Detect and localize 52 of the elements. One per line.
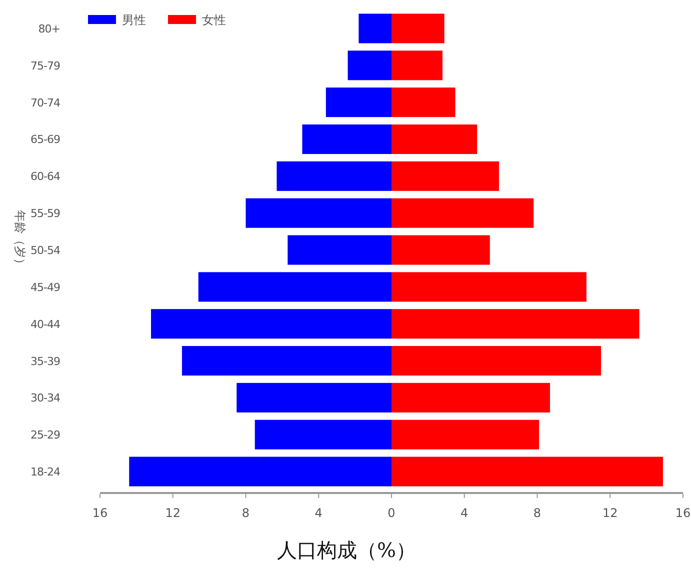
y-tick-label: 55-59 — [30, 207, 60, 220]
bar — [302, 124, 392, 154]
bar — [392, 382, 550, 412]
y-tick-label: 70-74 — [30, 96, 60, 110]
x-tick-label: 16 — [675, 506, 691, 520]
bar — [392, 456, 663, 486]
y-tick-label: 18-24 — [30, 466, 60, 479]
x-tick-label: 8 — [533, 506, 542, 520]
x-tick-label: 12 — [602, 506, 618, 520]
x-tick-label: 16 — [92, 506, 108, 520]
legend-label: 男性 — [122, 13, 146, 27]
x-tick-label: 4 — [314, 506, 322, 520]
bar — [254, 420, 392, 450]
bar — [392, 346, 602, 376]
bar — [392, 88, 456, 118]
x-tick-label: 12 — [165, 506, 181, 520]
legend-label: 女性 — [202, 13, 226, 27]
bar — [236, 382, 392, 412]
y-tick-label: 80+ — [38, 22, 60, 36]
y-tick-label: 75-79 — [30, 59, 60, 72]
y-tick-label: 40-44 — [30, 318, 60, 331]
y-axis-title: 年龄（岁） — [13, 210, 27, 270]
bar — [151, 309, 392, 339]
bar — [288, 235, 392, 265]
bar — [392, 50, 443, 80]
bar — [392, 309, 640, 339]
y-tick-label: 65-69 — [30, 133, 60, 146]
bar — [392, 14, 444, 44]
x-axis-title: 人口构成（%） — [276, 538, 416, 562]
y-tick-label: 60-64 — [30, 170, 60, 184]
bar — [392, 198, 534, 228]
bar — [246, 198, 392, 228]
bar — [348, 50, 392, 80]
bar — [392, 124, 478, 154]
bar — [392, 272, 586, 302]
bar — [276, 161, 392, 191]
y-tick-label: 25-29 — [30, 428, 60, 442]
x-tick-label: 0 — [388, 506, 396, 520]
bar — [392, 235, 490, 265]
bar — [129, 456, 392, 486]
bar — [326, 88, 392, 118]
bar — [392, 161, 499, 191]
y-tick-label: 30-34 — [30, 392, 60, 405]
bar — [182, 346, 392, 376]
bar — [358, 14, 392, 44]
x-tick-label: 4 — [460, 506, 468, 520]
x-tick-label: 8 — [242, 506, 250, 520]
y-tick-label: 35-39 — [30, 354, 60, 368]
bar — [198, 272, 392, 302]
y-tick-label: 45-49 — [30, 280, 60, 294]
bar — [392, 420, 540, 450]
y-tick-label: 50-54 — [30, 244, 60, 257]
